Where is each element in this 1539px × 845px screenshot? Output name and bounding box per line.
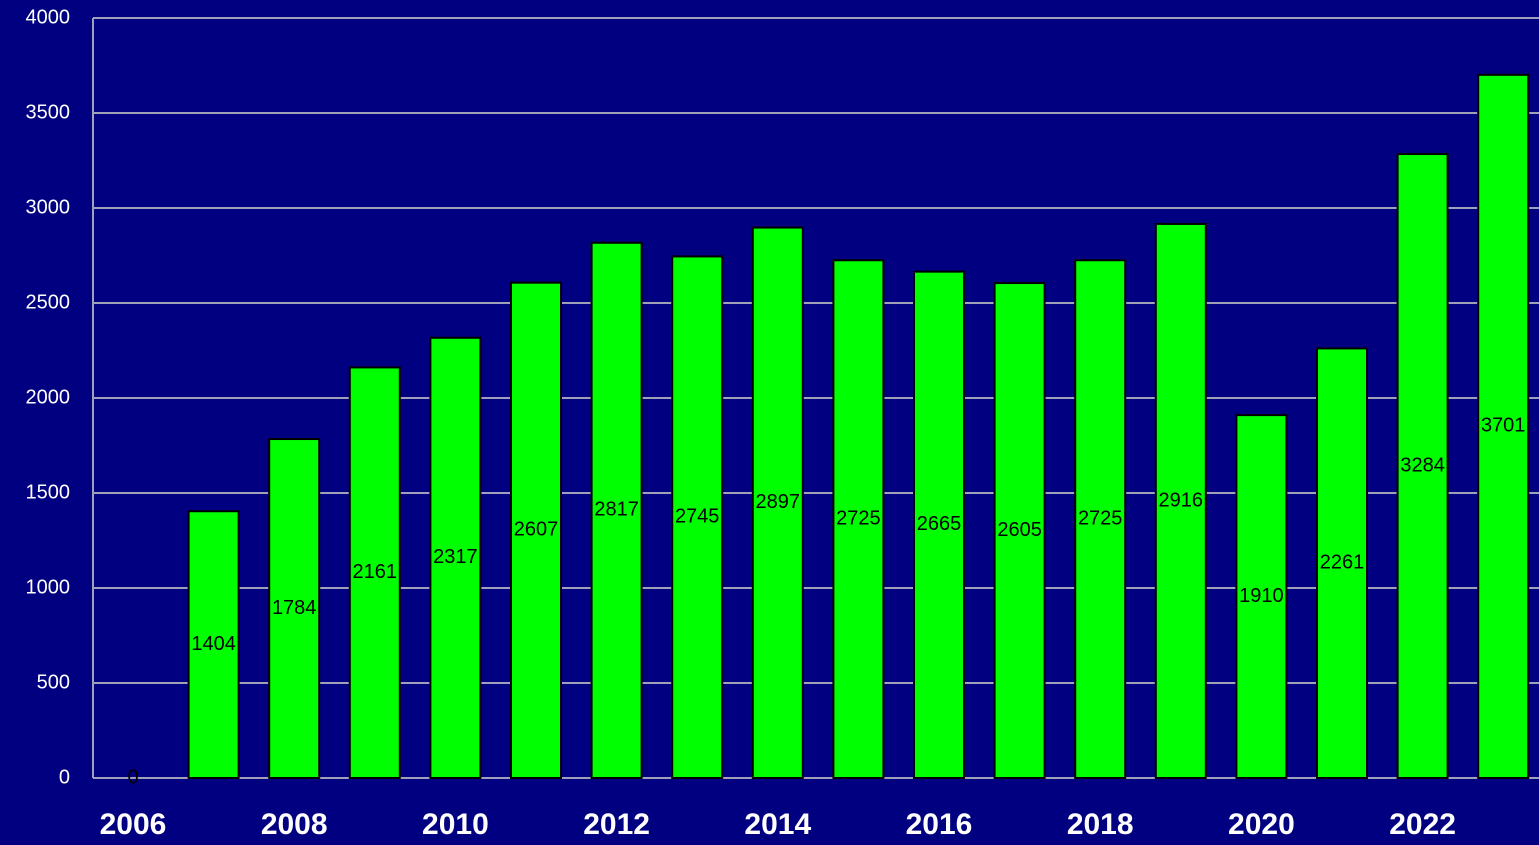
bar [1235,414,1288,779]
bar [510,281,562,779]
x-tick-label: 2010 [422,808,489,841]
x-tick-label: 2012 [583,808,650,841]
data-label: 2161 [353,561,398,583]
bar [429,336,482,779]
data-label: 2665 [917,513,962,535]
bar [590,241,643,779]
bar [671,255,724,779]
x-tick-label: 2014 [744,808,811,841]
bar [1316,347,1368,779]
data-label: 2745 [675,506,720,528]
y-tick-label: 4000 [26,6,71,28]
data-label: 2897 [756,491,801,513]
bar [913,270,965,779]
bar [832,259,885,779]
y-tick-label: 3000 [26,196,71,218]
data-label: 2607 [514,519,559,541]
bar [1477,73,1530,779]
data-label: 1784 [272,597,317,619]
x-tick-label: 2006 [100,808,167,841]
y-tick-label: 500 [37,671,70,693]
data-label: 2725 [1078,507,1123,529]
data-label: 0 [127,766,138,788]
data-label: 3284 [1400,454,1445,476]
y-tick-label: 2500 [26,291,71,313]
y-tick-label: 0 [59,766,70,788]
bar [187,510,240,779]
x-tick-label: 2020 [1228,808,1295,841]
bar [751,226,804,779]
y-tick-label: 2000 [26,386,71,408]
data-label: 1910 [1239,585,1284,607]
bar [993,282,1046,779]
data-label: 2605 [997,519,1042,541]
x-tick-label: 2008 [261,808,328,841]
x-tick-label: 2018 [1067,808,1134,841]
data-label: 2817 [594,499,639,521]
y-tick-label: 3500 [26,101,71,123]
bar [1396,153,1449,780]
bar [348,366,401,779]
data-label: 1404 [191,633,236,655]
bar [1154,222,1207,779]
x-tick-label: 2022 [1389,808,1456,841]
data-label: 2725 [836,507,881,529]
y-tick-label: 1000 [26,576,71,598]
data-label: 2916 [1159,489,1204,511]
bar [1074,259,1127,779]
bar [268,438,321,779]
data-label: 3701 [1481,415,1526,437]
data-label: 2261 [1320,551,1365,573]
data-label: 2317 [433,546,478,568]
x-tick-label: 2016 [906,808,973,841]
y-tick-label: 1500 [26,481,71,503]
